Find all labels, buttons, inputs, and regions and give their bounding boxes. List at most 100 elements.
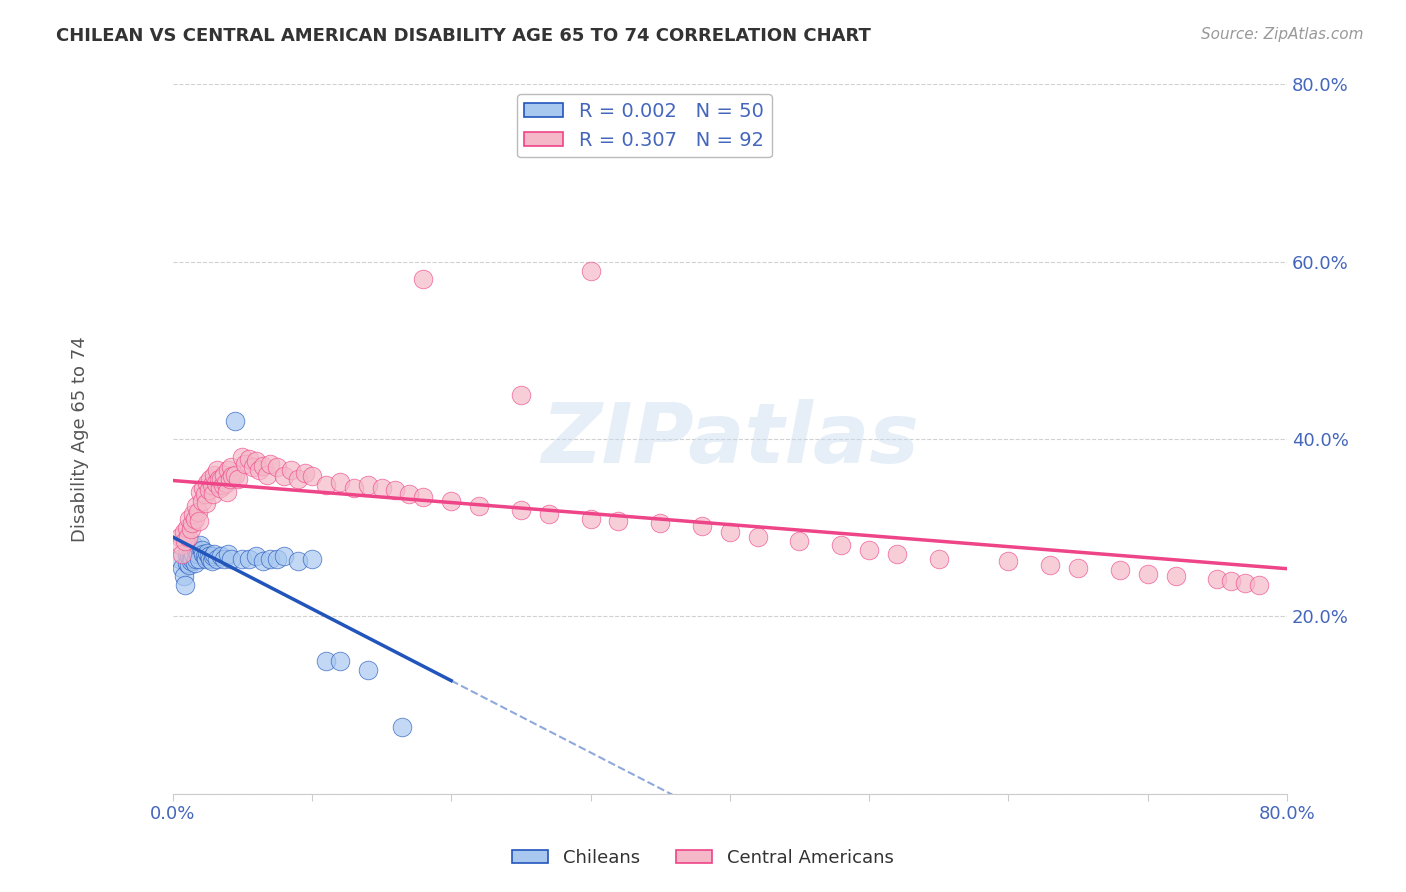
Point — [294, 466, 316, 480]
Point — [343, 481, 366, 495]
Point — [1220, 574, 1243, 588]
Point — [197, 545, 219, 559]
Point — [212, 467, 235, 482]
Point — [219, 551, 242, 566]
Point — [183, 538, 205, 552]
Point — [186, 499, 208, 513]
Point — [247, 463, 270, 477]
Point — [509, 388, 531, 402]
Point — [188, 514, 211, 528]
Point — [201, 487, 224, 501]
Point — [266, 551, 288, 566]
Point — [301, 551, 323, 566]
Point — [184, 512, 207, 526]
Point — [184, 556, 207, 570]
Point — [997, 554, 1019, 568]
Point — [356, 478, 378, 492]
Point — [830, 538, 852, 552]
Point — [180, 554, 202, 568]
Point — [176, 556, 198, 570]
Point — [1039, 558, 1062, 572]
Point — [172, 560, 194, 574]
Point — [194, 487, 217, 501]
Point — [180, 523, 202, 537]
Point — [233, 457, 256, 471]
Point — [208, 481, 231, 495]
Point — [315, 654, 337, 668]
Point — [174, 534, 197, 549]
Point — [1109, 563, 1132, 577]
Point — [209, 472, 232, 486]
Point — [509, 503, 531, 517]
Point — [412, 272, 434, 286]
Point — [537, 508, 560, 522]
Point — [173, 525, 195, 540]
Point — [187, 505, 209, 519]
Point — [412, 490, 434, 504]
Point — [198, 483, 221, 498]
Point — [198, 549, 221, 563]
Point — [172, 547, 194, 561]
Point — [197, 476, 219, 491]
Point — [181, 516, 204, 531]
Point — [238, 451, 260, 466]
Point — [191, 542, 214, 557]
Point — [169, 530, 191, 544]
Point — [209, 549, 232, 563]
Point — [193, 547, 215, 561]
Point — [201, 549, 224, 563]
Point — [245, 454, 267, 468]
Point — [384, 483, 406, 498]
Point — [186, 542, 208, 557]
Point — [370, 481, 392, 495]
Point — [224, 414, 246, 428]
Point — [259, 551, 281, 566]
Point — [287, 472, 309, 486]
Point — [789, 534, 811, 549]
Point — [391, 720, 413, 734]
Point — [224, 467, 246, 482]
Point — [1249, 578, 1271, 592]
Text: CHILEAN VS CENTRAL AMERICAN DISABILITY AGE 65 TO 74 CORRELATION CHART: CHILEAN VS CENTRAL AMERICAN DISABILITY A… — [56, 27, 872, 45]
Point — [440, 494, 463, 508]
Point — [179, 558, 201, 572]
Point — [202, 467, 225, 482]
Point — [177, 542, 200, 557]
Point — [1067, 560, 1090, 574]
Point — [179, 512, 201, 526]
Point — [1206, 572, 1229, 586]
Point — [226, 472, 249, 486]
Point — [256, 467, 278, 482]
Point — [217, 463, 239, 477]
Point — [181, 551, 204, 566]
Point — [205, 463, 228, 477]
Point — [173, 569, 195, 583]
Point — [252, 458, 274, 473]
Point — [315, 478, 337, 492]
Point — [242, 460, 264, 475]
Point — [747, 530, 769, 544]
Point — [190, 538, 212, 552]
Point — [221, 469, 243, 483]
Y-axis label: Disability Age 65 to 74: Disability Age 65 to 74 — [72, 336, 89, 542]
Point — [245, 549, 267, 563]
Point — [607, 514, 630, 528]
Point — [188, 551, 211, 566]
Point — [180, 545, 202, 559]
Point — [329, 475, 352, 489]
Point — [181, 542, 204, 557]
Point — [214, 476, 236, 491]
Point — [202, 547, 225, 561]
Point — [190, 485, 212, 500]
Point — [195, 551, 218, 566]
Point — [266, 460, 288, 475]
Point — [218, 472, 240, 486]
Point — [200, 554, 222, 568]
Point — [273, 469, 295, 483]
Point — [207, 472, 229, 486]
Point — [177, 530, 200, 544]
Point — [195, 496, 218, 510]
Point — [187, 547, 209, 561]
Text: Source: ZipAtlas.com: Source: ZipAtlas.com — [1201, 27, 1364, 42]
Point — [169, 551, 191, 566]
